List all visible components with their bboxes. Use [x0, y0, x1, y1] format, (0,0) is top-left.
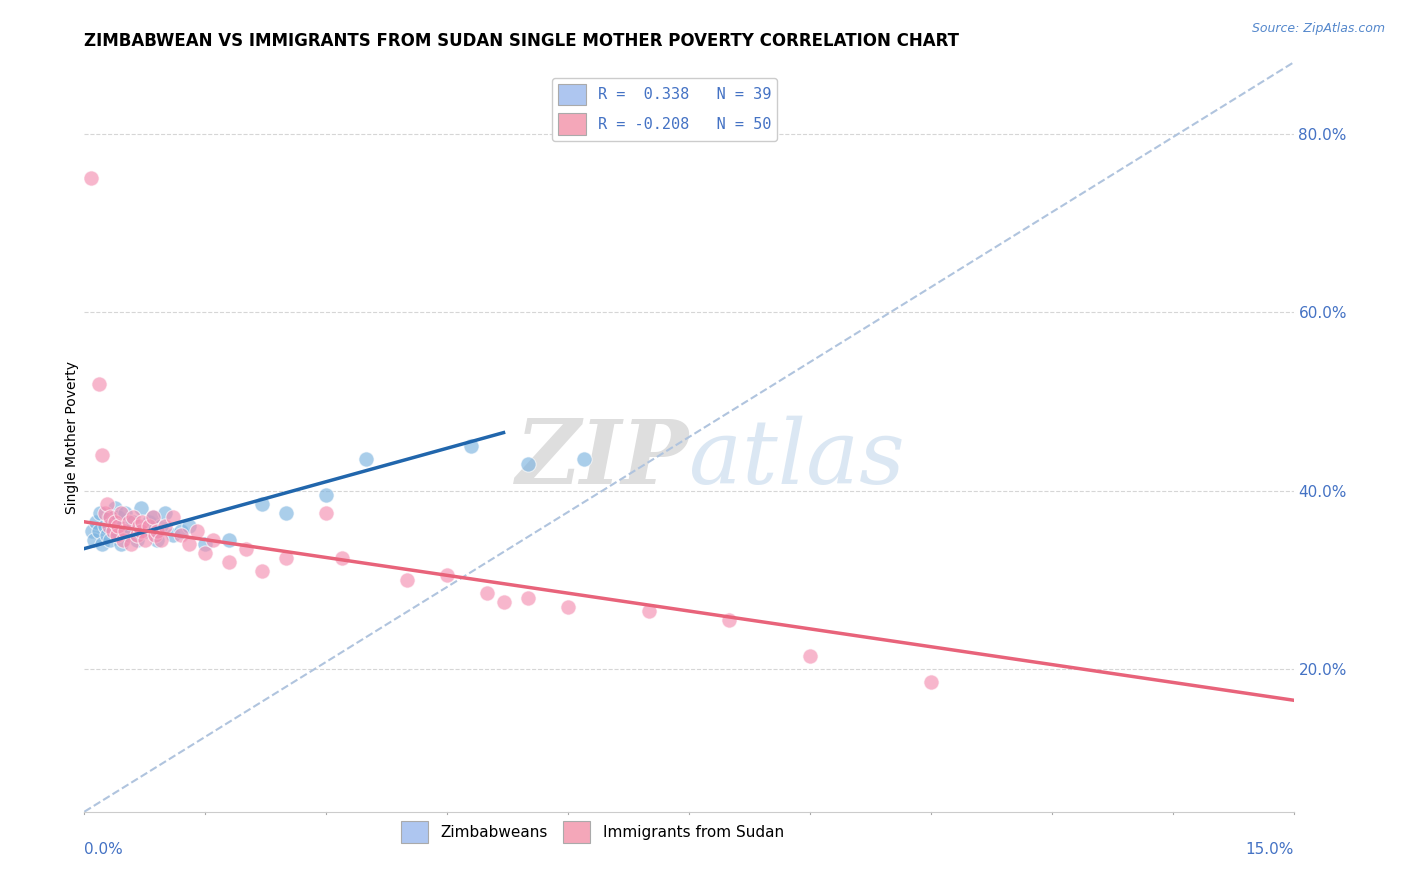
Point: [142, 510, 165, 524]
Point: [118, 515, 141, 529]
Point: [121, 515, 143, 529]
Point: [105, 528, 128, 542]
Point: [194, 546, 217, 560]
Point: [146, 533, 169, 547]
Point: [97, 510, 120, 524]
Point: [315, 488, 337, 502]
Point: [799, 648, 821, 663]
Point: [104, 501, 127, 516]
Point: [87, 376, 110, 391]
Point: [146, 524, 169, 538]
Point: [162, 528, 184, 542]
Point: [138, 515, 160, 529]
Point: [170, 524, 193, 538]
Point: [93, 519, 115, 533]
Point: [179, 537, 201, 551]
Point: [110, 506, 132, 520]
Point: [218, 555, 240, 569]
Point: [112, 519, 135, 533]
Point: [356, 452, 378, 467]
Point: [202, 533, 225, 547]
Point: [129, 501, 152, 516]
Point: [557, 599, 579, 614]
Point: [186, 524, 208, 538]
Point: [162, 510, 184, 524]
Point: [110, 537, 132, 551]
Point: [138, 519, 160, 533]
Point: [125, 528, 148, 542]
Point: [125, 533, 148, 547]
Point: [101, 515, 124, 529]
Point: [80, 171, 103, 186]
Point: [97, 519, 120, 533]
Point: [96, 497, 118, 511]
Point: [134, 524, 156, 538]
Point: [121, 510, 143, 524]
Point: [112, 533, 135, 547]
Text: ZIMBABWEAN VS IMMIGRANTS FROM SUDAN SINGLE MOTHER POVERTY CORRELATION CHART: ZIMBABWEAN VS IMMIGRANTS FROM SUDAN SING…: [84, 32, 959, 50]
Y-axis label: Single Mother Poverty: Single Mother Poverty: [65, 360, 79, 514]
Point: [143, 528, 166, 542]
Point: [86, 515, 108, 529]
Point: [315, 506, 337, 520]
Point: [477, 586, 499, 600]
Point: [142, 510, 165, 524]
Point: [134, 533, 156, 547]
Point: [274, 550, 297, 565]
Point: [114, 506, 136, 520]
Text: atlas: atlas: [689, 417, 904, 503]
Point: [105, 524, 128, 538]
Point: [104, 515, 127, 529]
Point: [179, 519, 201, 533]
Text: 0.0%: 0.0%: [84, 842, 124, 857]
Point: [131, 515, 153, 529]
Point: [436, 568, 458, 582]
Point: [153, 519, 176, 533]
Text: Source: ZipAtlas.com: Source: ZipAtlas.com: [1251, 22, 1385, 36]
Point: [250, 497, 273, 511]
Point: [460, 439, 482, 453]
Point: [118, 528, 141, 542]
Point: [170, 528, 193, 542]
Point: [149, 533, 172, 547]
Point: [98, 533, 121, 547]
Point: [149, 519, 172, 533]
Text: ZIP: ZIP: [516, 417, 689, 503]
Point: [516, 591, 538, 605]
Point: [98, 510, 121, 524]
Point: [235, 541, 257, 556]
Point: [96, 528, 118, 542]
Point: [250, 564, 273, 578]
Point: [128, 519, 150, 533]
Point: [83, 533, 105, 547]
Point: [101, 524, 124, 538]
Point: [274, 506, 297, 520]
Point: [395, 573, 418, 587]
Point: [153, 506, 176, 520]
Text: 15.0%: 15.0%: [1246, 842, 1294, 857]
Point: [718, 613, 741, 627]
Point: [114, 524, 136, 538]
Point: [89, 506, 111, 520]
Point: [492, 595, 515, 609]
Point: [194, 537, 217, 551]
Point: [91, 448, 114, 462]
Point: [120, 537, 142, 551]
Point: [93, 506, 115, 520]
Point: [920, 675, 942, 690]
Legend: Zimbabweans, Immigrants from Sudan: Zimbabweans, Immigrants from Sudan: [395, 815, 790, 849]
Point: [87, 524, 110, 538]
Point: [516, 457, 538, 471]
Point: [572, 452, 595, 467]
Point: [82, 524, 104, 538]
Point: [330, 550, 353, 565]
Point: [107, 519, 129, 533]
Point: [107, 510, 129, 524]
Point: [91, 537, 114, 551]
Point: [637, 604, 659, 618]
Point: [218, 533, 240, 547]
Point: [129, 524, 152, 538]
